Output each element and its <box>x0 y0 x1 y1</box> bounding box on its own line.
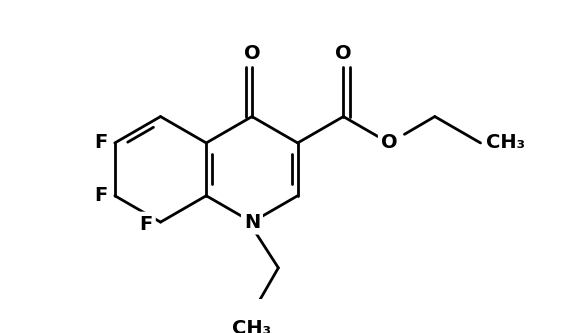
Text: CH₃: CH₃ <box>232 319 272 333</box>
Text: F: F <box>94 186 107 205</box>
Text: O: O <box>381 134 397 153</box>
Text: N: N <box>244 213 260 232</box>
Text: F: F <box>140 214 153 233</box>
Text: O: O <box>335 44 352 63</box>
Text: CH₃: CH₃ <box>486 134 525 153</box>
Text: F: F <box>94 134 107 153</box>
Text: O: O <box>243 44 260 63</box>
